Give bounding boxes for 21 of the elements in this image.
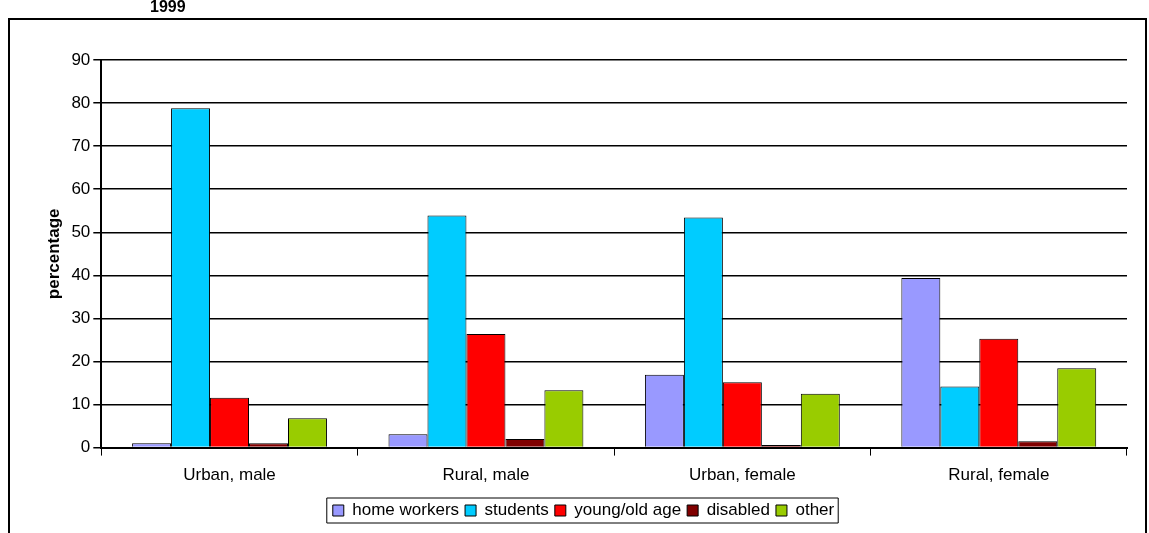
legend-label: home workers: [352, 500, 460, 520]
chart-title: 1999: [150, 0, 186, 16]
legend-label: other: [795, 500, 835, 520]
y-axis-title: percentage: [43, 208, 63, 300]
legend-label: students: [484, 500, 549, 520]
y-tick-label: 30: [71, 308, 91, 328]
y-tick-label: 70: [71, 135, 91, 155]
y-tick-label: 0: [80, 437, 91, 457]
y-tick-label: 90: [71, 49, 91, 69]
y-tick-label: 20: [71, 351, 91, 371]
y-tick-label: 60: [71, 178, 91, 198]
legend-label: disabled: [706, 500, 770, 520]
x-tick-label: Urban, male: [183, 465, 276, 485]
y-tick-label: 80: [71, 92, 91, 112]
y-tick-label: 40: [71, 265, 91, 285]
x-tick-label: Rural, female: [948, 465, 1050, 485]
x-tick-label: Rural, male: [442, 465, 530, 485]
y-tick-label: 50: [71, 221, 91, 241]
x-tick-label: Urban, female: [688, 465, 796, 485]
y-tick-label: 10: [71, 394, 91, 414]
legend-label: young/old age: [574, 500, 682, 520]
